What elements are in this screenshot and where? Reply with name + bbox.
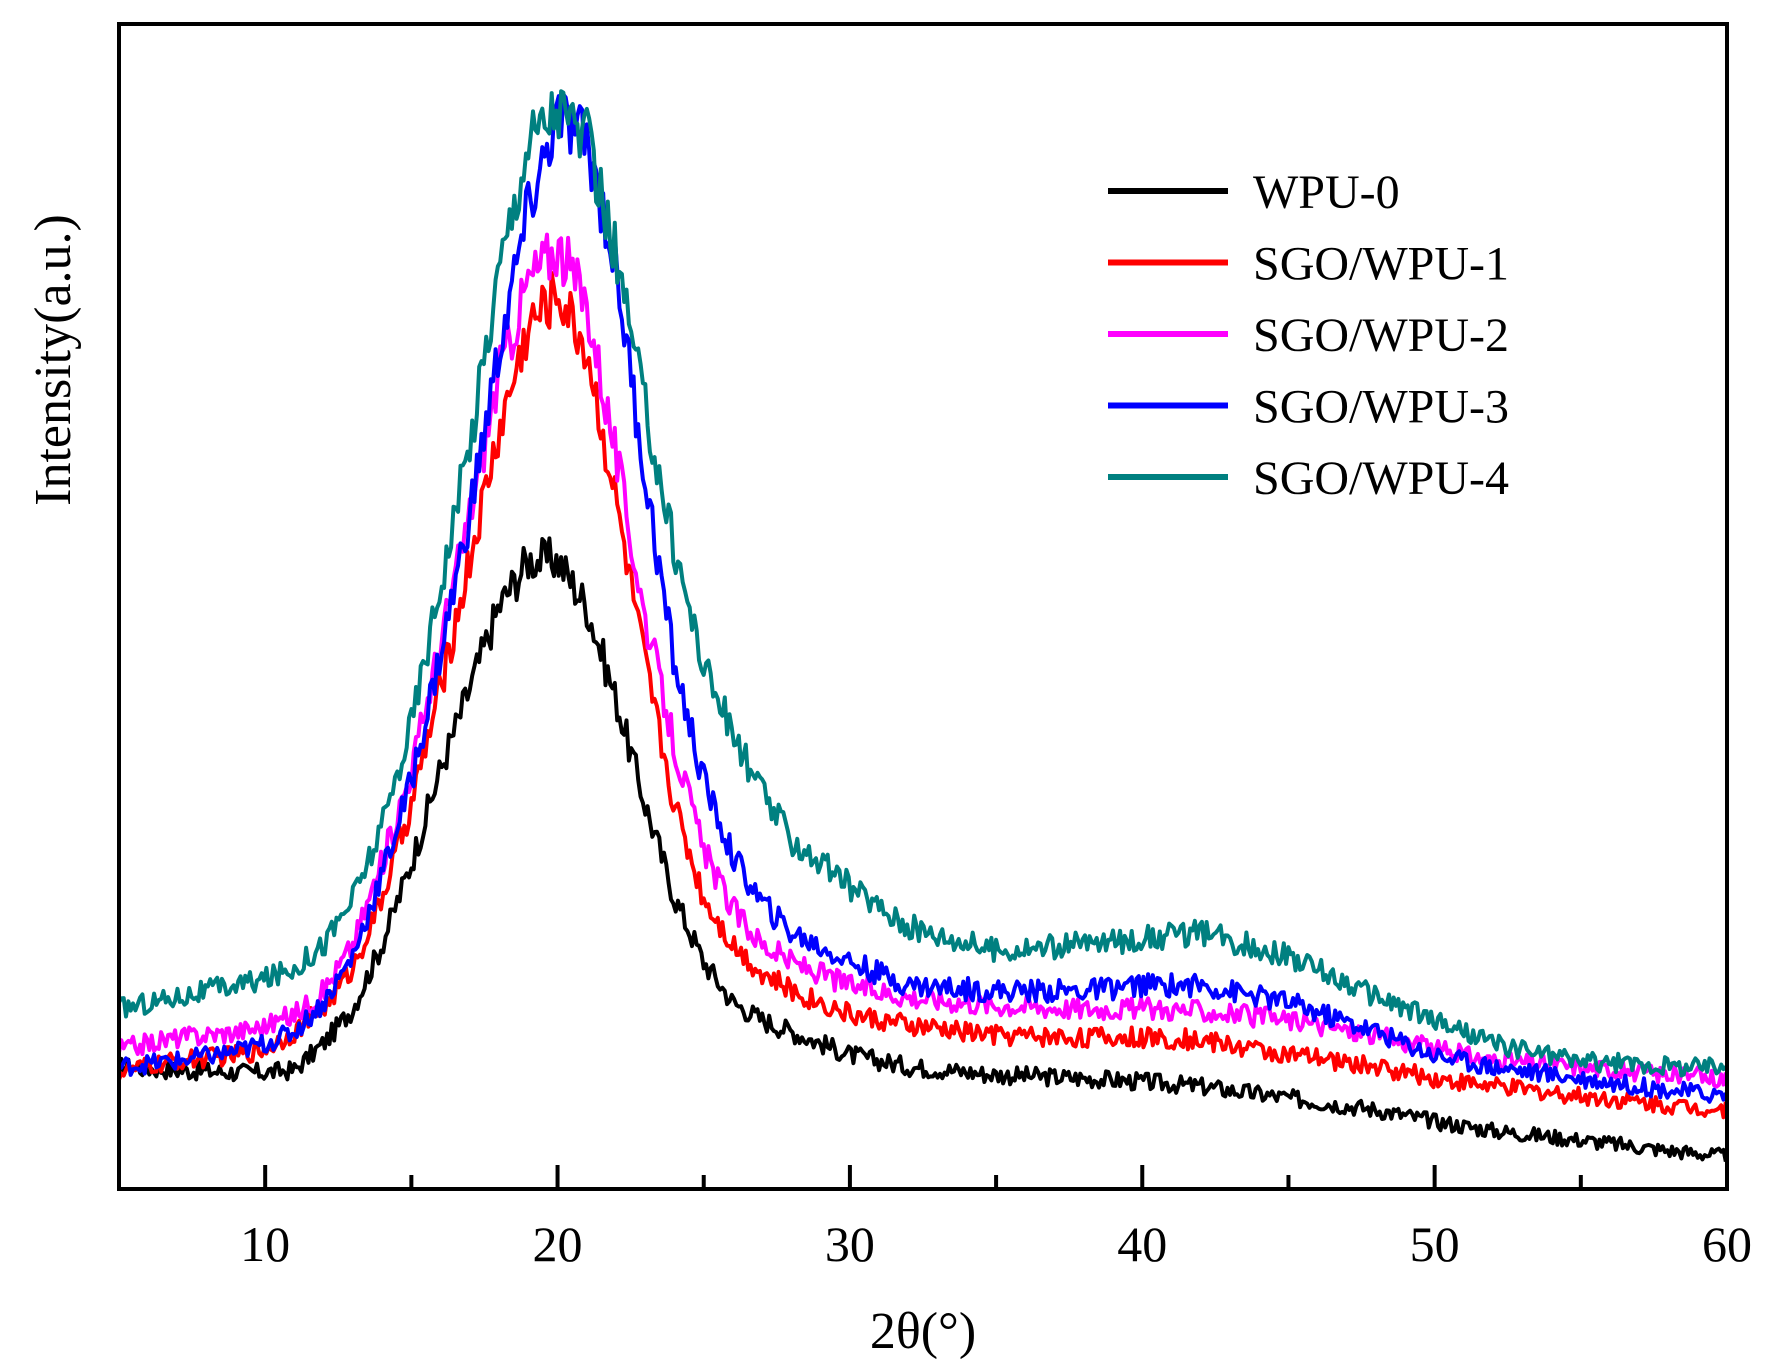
x-tick-label-40: 40 bbox=[1117, 1216, 1167, 1272]
y-axis-title: Intensity(a.u.) bbox=[25, 214, 82, 506]
legend-label-4: SGO/WPU-3 bbox=[1253, 381, 1509, 434]
x-tick-label-60: 60 bbox=[1702, 1216, 1752, 1272]
x-tick-label-20: 20 bbox=[533, 1216, 583, 1272]
x-tick-label-10: 10 bbox=[240, 1216, 290, 1272]
legend-label-2: SGO/WPU-1 bbox=[1253, 238, 1509, 291]
series-line-sgo-wpu-4 bbox=[117, 89, 1728, 1078]
x-axis-title: 2θ(°) bbox=[870, 1303, 976, 1360]
series-line-wpu-0 bbox=[118, 536, 1728, 1162]
plot-frame bbox=[117, 22, 1729, 1191]
x-axis-ticks: 10 20 30 40 50 60 bbox=[240, 1165, 1752, 1272]
legend: WPU-0 SGO/WPU-1 SGO/WPU-2 SGO/WPU-3 SGO/WPU-… bbox=[1108, 166, 1509, 505]
legend-label-5: SGO/WPU-4 bbox=[1253, 452, 1509, 505]
plot-series bbox=[117, 89, 1728, 1162]
legend-label-1: WPU-0 bbox=[1253, 166, 1400, 219]
series-line-sgo-wpu-3 bbox=[117, 92, 1728, 1104]
x-tick-label-50: 50 bbox=[1410, 1216, 1460, 1272]
series-line-sgo-wpu-1 bbox=[117, 271, 1728, 1120]
legend-label-3: SGO/WPU-2 bbox=[1253, 309, 1509, 362]
series-line-sgo-wpu-2 bbox=[117, 232, 1728, 1089]
x-tick-label-30: 30 bbox=[825, 1216, 875, 1272]
